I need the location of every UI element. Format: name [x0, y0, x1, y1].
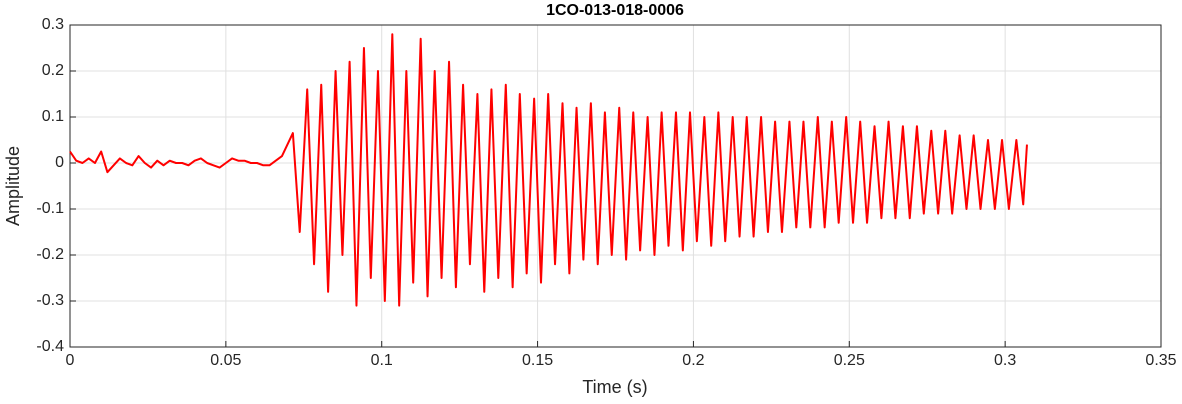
y-tick-label: -0.1 [36, 200, 64, 217]
x-tick-label: 0.3 [994, 352, 1016, 369]
waveform-line [69, 33, 1028, 307]
y-tick-label: -0.2 [36, 246, 64, 263]
y-tick-label: 0.1 [42, 108, 64, 125]
x-tick-label: 0.2 [682, 352, 704, 369]
plot-frame [69, 24, 1162, 348]
x-tick-label: 0.1 [371, 352, 393, 369]
y-tick-label: 0.2 [42, 62, 64, 79]
x-tick-label: 0.05 [210, 352, 241, 369]
y-tick-label: 0 [55, 154, 64, 171]
y-tick-label: 0.3 [42, 16, 64, 33]
y-tick-label: -0.4 [36, 338, 64, 355]
y-tick-label: -0.3 [36, 292, 64, 309]
x-tick-label: 0.25 [834, 352, 865, 369]
x-axis-label: Time (s) [582, 377, 647, 397]
x-tick-label: 0.15 [522, 352, 553, 369]
x-tick-label: 0 [66, 352, 75, 369]
chart-title: 1CO-013-018-0006 [546, 2, 684, 19]
y-axis-label: Amplitude [3, 146, 23, 226]
x-tick-label: 0.35 [1145, 352, 1176, 369]
